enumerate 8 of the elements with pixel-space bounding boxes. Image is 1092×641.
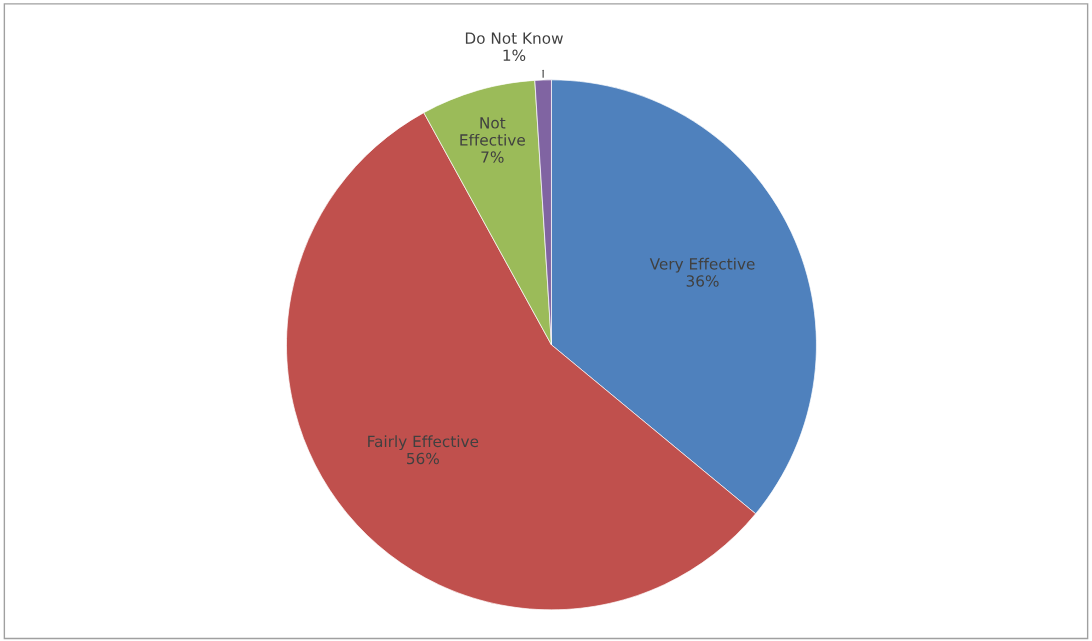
slice-label: Fairly Effective [368, 435, 479, 451]
slice-label: Not Effective [460, 117, 525, 146]
slice-label: Very Effective [649, 257, 755, 273]
data-label: 56% [407, 452, 439, 465]
data-label: 1% [503, 49, 526, 62]
data-label: 36% [686, 275, 719, 287]
slice-label: Do Not Know [465, 32, 563, 44]
data-label: 7% [481, 151, 504, 163]
